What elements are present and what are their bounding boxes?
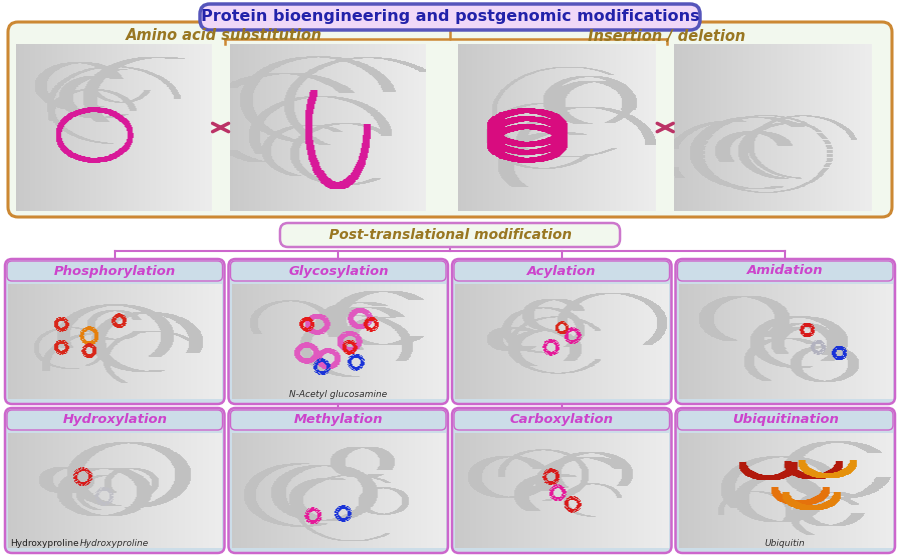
Text: Insertion / deletion: Insertion / deletion bbox=[588, 28, 745, 44]
Text: Hydroxylation: Hydroxylation bbox=[62, 413, 167, 426]
Text: Amidation: Amidation bbox=[747, 264, 824, 277]
FancyBboxPatch shape bbox=[229, 408, 448, 553]
FancyBboxPatch shape bbox=[7, 261, 222, 281]
FancyBboxPatch shape bbox=[454, 261, 670, 281]
Text: Ubiquitination: Ubiquitination bbox=[732, 413, 839, 426]
Text: Ubiquitin: Ubiquitin bbox=[765, 539, 806, 548]
FancyBboxPatch shape bbox=[229, 259, 448, 404]
FancyBboxPatch shape bbox=[230, 410, 446, 430]
Text: Acylation: Acylation bbox=[527, 264, 597, 277]
FancyBboxPatch shape bbox=[5, 408, 224, 553]
Text: Post-translational modification: Post-translational modification bbox=[328, 228, 572, 242]
FancyBboxPatch shape bbox=[676, 408, 895, 553]
FancyBboxPatch shape bbox=[7, 410, 222, 430]
Text: Carboxylation: Carboxylation bbox=[509, 413, 614, 426]
FancyBboxPatch shape bbox=[200, 4, 700, 30]
FancyBboxPatch shape bbox=[5, 259, 224, 404]
Text: Amino acid substitution: Amino acid substitution bbox=[126, 28, 323, 44]
FancyBboxPatch shape bbox=[676, 259, 895, 404]
Text: Phosphorylation: Phosphorylation bbox=[54, 264, 176, 277]
Text: Glycosylation: Glycosylation bbox=[288, 264, 389, 277]
FancyBboxPatch shape bbox=[8, 22, 892, 217]
Text: Protein bioengineering and postgenomic modifications: Protein bioengineering and postgenomic m… bbox=[201, 9, 699, 25]
FancyBboxPatch shape bbox=[454, 410, 670, 430]
Text: Hydroxyproline: Hydroxyproline bbox=[10, 539, 79, 548]
Text: Methylation: Methylation bbox=[293, 413, 382, 426]
FancyBboxPatch shape bbox=[678, 410, 893, 430]
Text: N-Acetyl glucosamine: N-Acetyl glucosamine bbox=[289, 390, 387, 399]
Text: Hydroxyproline: Hydroxyproline bbox=[80, 539, 149, 548]
FancyBboxPatch shape bbox=[678, 261, 893, 281]
FancyBboxPatch shape bbox=[230, 261, 446, 281]
FancyBboxPatch shape bbox=[452, 259, 671, 404]
FancyBboxPatch shape bbox=[280, 223, 620, 247]
FancyBboxPatch shape bbox=[452, 408, 671, 553]
